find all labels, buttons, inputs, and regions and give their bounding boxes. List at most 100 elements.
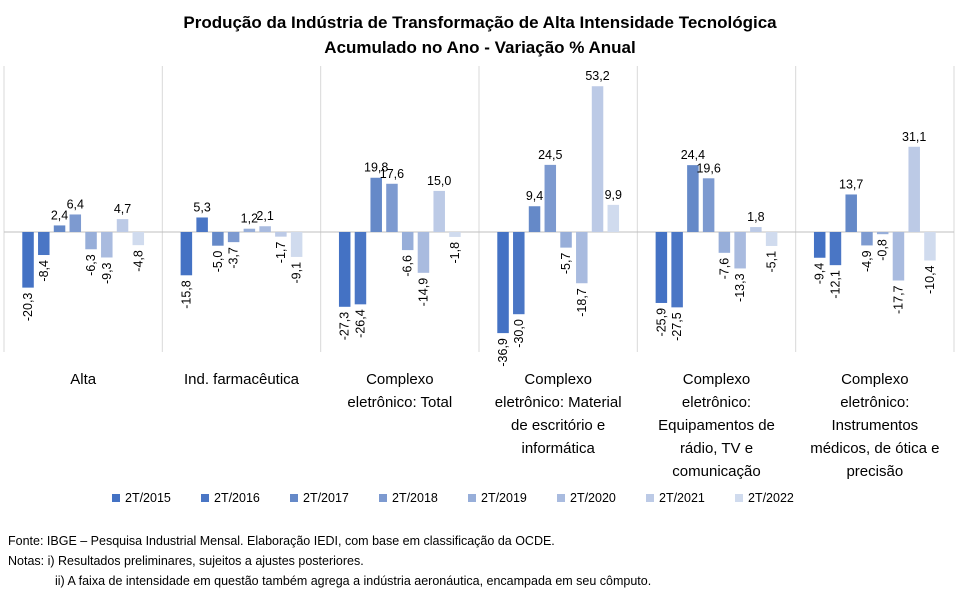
legend-label: 2T/2018: [392, 491, 438, 505]
bar: [718, 232, 731, 253]
bar: [22, 232, 34, 288]
category-label: Complexo eletrônico: Material de escritóri…: [495, 371, 622, 457]
legend-label: 2T/2015: [125, 491, 171, 505]
value-label: 53,2: [585, 69, 609, 83]
value-label: -9,3: [100, 262, 114, 284]
value-label: 4,7: [114, 202, 131, 216]
value-label: 5,3: [193, 200, 210, 214]
bar: [528, 206, 541, 232]
bar: [591, 86, 604, 233]
bar: [924, 232, 936, 261]
bar: [702, 178, 715, 232]
legend-label: 2T/2022: [748, 491, 794, 505]
value-label: -12,1: [828, 270, 842, 299]
legend-swatch: [201, 494, 209, 502]
bar: [544, 164, 557, 232]
bar: [576, 232, 588, 284]
value-label: 19,8: [364, 161, 388, 175]
value-label: -6,6: [401, 255, 415, 277]
value-label: -4,8: [131, 250, 145, 272]
value-label: -8,4: [37, 260, 51, 282]
bar: [38, 232, 50, 256]
legend-swatch: [112, 494, 120, 502]
value-label: 13,7: [839, 177, 863, 191]
bars: [22, 86, 936, 334]
value-label: -5,0: [211, 251, 225, 273]
legend-swatch: [379, 494, 387, 502]
bar: [101, 232, 113, 258]
bar: [85, 232, 97, 250]
bar: [212, 232, 224, 246]
category-dividers: [3, 66, 955, 352]
value-label: -13,3: [733, 273, 747, 302]
bar: [196, 217, 208, 232]
value-label: 1,8: [747, 210, 764, 224]
bar: [607, 204, 620, 232]
chart-title: Produção da Indústria de Transformação d…: [183, 13, 777, 32]
value-label: -9,1: [290, 262, 304, 284]
legend-swatch: [290, 494, 298, 502]
value-label: -30,0: [512, 319, 526, 348]
bar: [338, 232, 351, 307]
bar: [449, 232, 461, 237]
legend-label: 2T/2021: [659, 491, 705, 505]
value-label: -20,3: [21, 293, 35, 322]
value-label: -0,8: [876, 239, 890, 261]
bar: [497, 232, 509, 334]
value-label: 15,0: [427, 174, 451, 188]
category-label: Complexo eletrônico: Total: [347, 371, 452, 411]
category-label: Ind. farmacêutica: [184, 371, 300, 388]
bar: [687, 165, 699, 232]
category-labels: Alta Ind. farmacêutica Complexo eletrônico:…: [70, 371, 939, 480]
value-label: 2,4: [51, 208, 68, 222]
value-label: -1,8: [448, 242, 462, 264]
value-label: -26,4: [353, 309, 367, 338]
value-label: 6,4: [67, 197, 84, 211]
value-label: -27,5: [670, 312, 684, 341]
bar: [354, 232, 367, 305]
note-2: ii) A faixa de intensidade em questão ta…: [55, 574, 652, 588]
legend: 2T/2015 2T/2016 2T/2017 2T/2018 2T/2019 2T/20…: [112, 491, 794, 505]
bar: [829, 232, 842, 266]
legend-label: 2T/2020: [570, 491, 616, 505]
value-label: 1,2: [241, 212, 258, 226]
value-label: 24,4: [681, 148, 705, 162]
value-label: -36,9: [496, 338, 510, 367]
bar: [734, 232, 746, 269]
bar: [876, 232, 889, 235]
value-label: -10,4: [923, 265, 937, 294]
legend-swatch: [646, 494, 654, 502]
bar: [290, 232, 303, 257]
value-label: -9,4: [813, 263, 827, 285]
value-label: -5,1: [765, 251, 779, 273]
legend-label: 2T/2016: [214, 491, 260, 505]
bar: [53, 225, 66, 232]
bar: [401, 232, 414, 251]
value-label: 19,6: [696, 161, 720, 175]
value-label: -25,9: [654, 308, 668, 337]
bar: [259, 226, 271, 232]
bar: [765, 232, 778, 246]
value-label: -7,6: [717, 258, 731, 280]
bar: [132, 232, 145, 246]
category-label: Alta: [70, 371, 97, 388]
value-label: -1,7: [274, 242, 288, 264]
legend-swatch: [735, 494, 743, 502]
bar: [671, 232, 683, 308]
value-label: 24,5: [538, 148, 562, 162]
bar: [908, 146, 920, 232]
bar: [433, 190, 445, 232]
bar: [116, 219, 129, 232]
bar: [513, 232, 525, 315]
bar: [227, 232, 240, 243]
bar: [417, 232, 430, 273]
legend-swatch: [557, 494, 565, 502]
bar: [845, 194, 857, 232]
bar: [180, 232, 193, 276]
value-labels: -20,3 -15,8 -27,3 -36,9 -25,9 -9,4 -8,4 5,3 -26,…: [21, 69, 937, 366]
bar: [655, 232, 668, 303]
chart-subtitle: Acumulado no Ano - Variação % Anual: [324, 38, 635, 57]
value-label: 31,1: [902, 130, 926, 144]
value-label: -27,3: [338, 312, 352, 341]
